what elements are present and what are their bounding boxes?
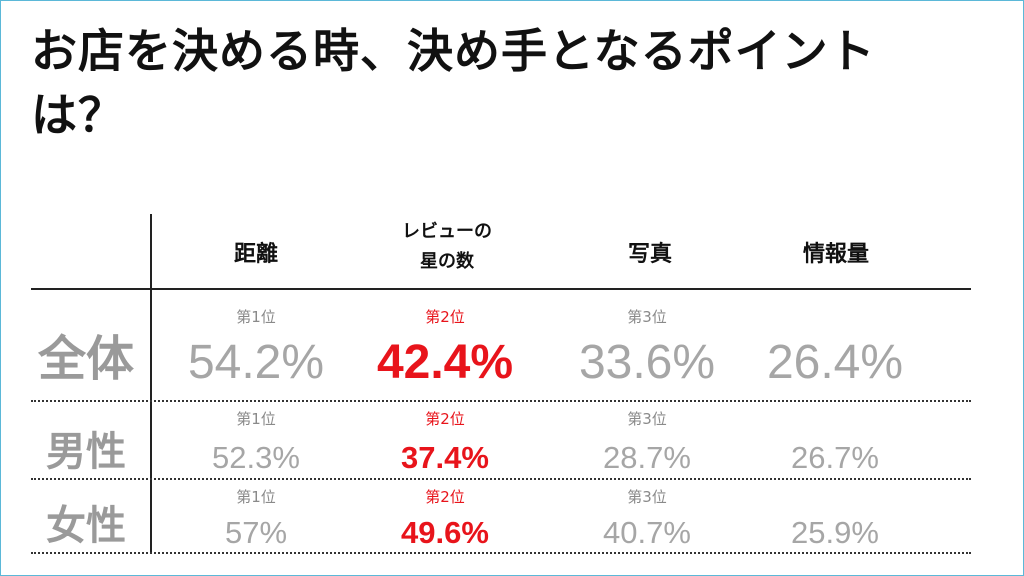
value-male-review-stars: 37.4% (401, 440, 489, 475)
rank-label: 第2位 (425, 308, 465, 326)
value-female-info-amount: 25.9% (791, 515, 879, 550)
value-all-info-amount: 26.4% (766, 336, 904, 389)
value-all-photos: 33.6% (578, 336, 716, 389)
rank-label: 第3位 (627, 308, 667, 326)
rank-label: 第1位 (236, 488, 276, 506)
row-divider (31, 478, 971, 480)
value-male-info-amount: 26.7% (791, 440, 879, 475)
value-all-distance: 54.2% (187, 336, 325, 389)
rank-label: 第3位 (627, 410, 667, 428)
header-divider (31, 288, 971, 290)
column-header-photos: 写真 (627, 242, 672, 267)
row-label-female: 女性 (46, 503, 126, 549)
rank-label: 第2位 (425, 410, 465, 428)
row-label-male: 男性 (46, 429, 126, 475)
column-header-review-stars: レビューの 星の数 (347, 217, 547, 277)
rank-label: 第3位 (627, 488, 667, 506)
rank-label: 第1位 (236, 410, 276, 428)
row-divider (31, 552, 971, 554)
value-male-photos: 28.7% (603, 440, 691, 475)
rank-label: 第1位 (236, 308, 276, 326)
slide-title: お店を決める時、決め手となるポイントは？ (31, 24, 876, 142)
table-vertical-divider (150, 214, 152, 554)
column-header-review-line2: 星の数 (420, 251, 474, 272)
value-female-distance: 57% (224, 515, 288, 550)
value-male-distance: 52.3% (212, 440, 300, 475)
column-header-info-amount: 情報量 (802, 242, 869, 267)
row-label-all: 全体 (37, 331, 134, 387)
value-all-review-stars: 42.4% (376, 336, 514, 389)
column-header-review-line1: レビューの (402, 221, 492, 242)
rank-label: 第2位 (425, 488, 465, 506)
row-divider (31, 400, 971, 402)
column-header-distance: 距離 (233, 242, 278, 267)
value-female-photos: 40.7% (603, 515, 691, 550)
value-female-review-stars: 49.6% (401, 515, 489, 550)
